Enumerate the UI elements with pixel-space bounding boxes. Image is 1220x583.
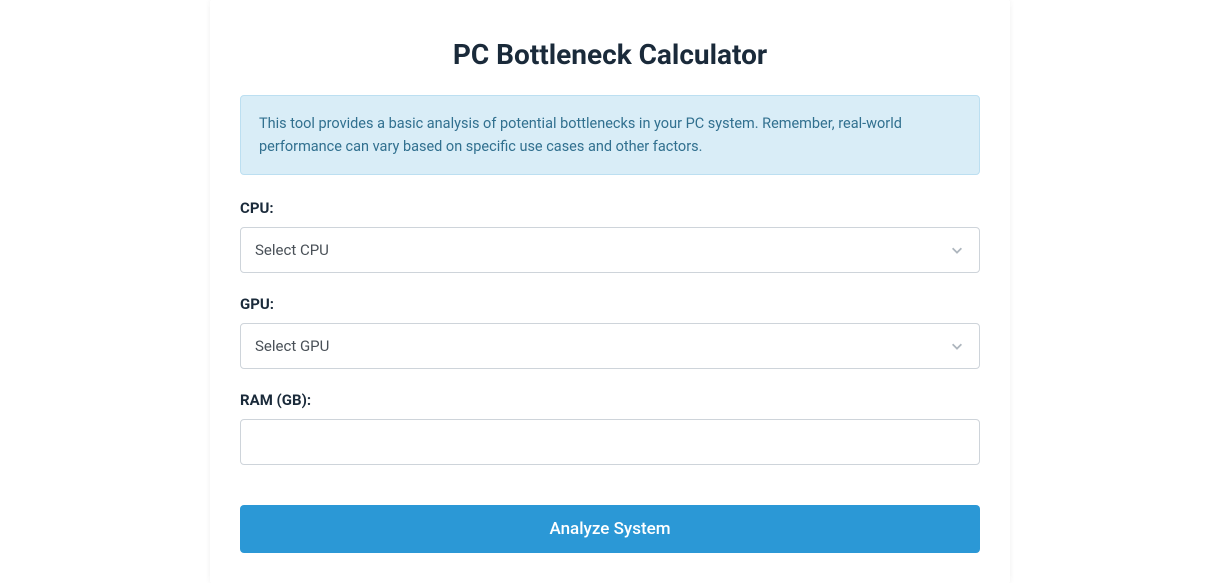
cpu-field: CPU: Select CPU bbox=[240, 199, 980, 273]
cpu-select[interactable]: Select CPU bbox=[240, 227, 980, 273]
cpu-select-wrap: Select CPU bbox=[240, 227, 980, 273]
gpu-label: GPU: bbox=[240, 295, 980, 313]
cpu-label: CPU: bbox=[240, 199, 980, 217]
page-title: PC Bottleneck Calculator bbox=[240, 0, 980, 95]
ram-label: RAM (GB): bbox=[240, 391, 980, 409]
calculator-card: PC Bottleneck Calculator This tool provi… bbox=[210, 0, 1010, 583]
ram-field: RAM (GB): bbox=[240, 391, 980, 465]
gpu-select-wrap: Select GPU bbox=[240, 323, 980, 369]
ram-input[interactable] bbox=[240, 419, 980, 465]
gpu-field: GPU: Select GPU bbox=[240, 295, 980, 369]
info-text: This tool provides a basic analysis of p… bbox=[259, 112, 961, 158]
info-box: This tool provides a basic analysis of p… bbox=[240, 95, 980, 175]
gpu-select[interactable]: Select GPU bbox=[240, 323, 980, 369]
analyze-button[interactable]: Analyze System bbox=[240, 505, 980, 553]
